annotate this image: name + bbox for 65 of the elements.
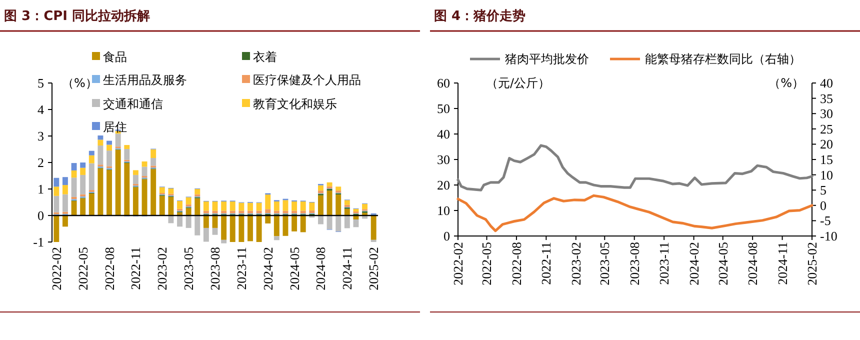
- x-tick-label: 2024-05: [286, 247, 302, 290]
- legend-label: 医疗保健及个人用品: [253, 73, 361, 87]
- y-tick-label: 30: [437, 152, 450, 167]
- x-tick-label: 2023-08: [208, 247, 222, 290]
- x-tick-label: 2023-08: [626, 242, 642, 286]
- y-tick-label: 60: [437, 76, 450, 90]
- x-tick-label: 2022-05: [479, 242, 494, 286]
- x-tick-label: 2023-05: [597, 242, 612, 286]
- x-tick-label: 2023-02: [154, 247, 170, 290]
- y-tick-label: 1: [38, 182, 44, 196]
- legend-label: 能繁母猪存栏数同比（右轴）: [645, 52, 801, 66]
- y2-tick-label: 35: [820, 90, 833, 106]
- y2-tick-label: 30: [820, 106, 833, 122]
- legend-label: 教育文化和娱乐: [253, 97, 337, 111]
- x-tick-label: 2022-05: [75, 247, 90, 290]
- x-tick-label: 2022-11: [128, 247, 144, 290]
- y-tick-label: 40: [437, 126, 450, 142]
- x-tick-label: 2024-08: [745, 242, 760, 286]
- chart-title: 图 3：CPI 同比拉动拆解: [4, 9, 150, 24]
- y2-axis-title: （%）: [768, 76, 804, 90]
- y-tick-label: 3: [38, 128, 44, 144]
- y-tick-label: 50: [437, 101, 450, 116]
- y-tick-label: 0: [38, 208, 44, 223]
- y2-tick-label: 10: [820, 167, 833, 182]
- x-tick-label: 2025-02: [804, 242, 820, 286]
- legend-label: 生活用品及服务: [103, 73, 187, 87]
- x-tick-label: 2024-08: [313, 247, 328, 290]
- y-tick-label: 5: [38, 76, 44, 90]
- y-tick-label: 4: [38, 102, 44, 117]
- y2-tick-label: 15: [820, 152, 833, 167]
- x-tick-label: 2022-11: [538, 242, 554, 285]
- x-tick-label: 2024-11: [774, 242, 790, 285]
- y-tick-label: 10: [437, 203, 450, 218]
- y2-tick-label: -5: [820, 213, 831, 228]
- x-tick-label: 2024-02: [260, 247, 276, 290]
- x-tick-label: 2022-08: [508, 242, 524, 286]
- y-axis-title: （元/公斤）: [486, 76, 550, 90]
- y2-tick-label: 25: [820, 121, 833, 136]
- legend-label: 衣着: [253, 50, 277, 64]
- x-tick-label: 2024-11: [340, 247, 355, 290]
- y-tick-label: 20: [437, 178, 450, 192]
- y2-tick-label: 20: [820, 136, 833, 152]
- x-tick-label: 2022-02: [450, 242, 466, 286]
- x-tick-label: 2022-08: [102, 247, 117, 290]
- y2-tick-label: -10: [820, 228, 838, 244]
- y2-tick-label: 5: [820, 182, 826, 198]
- x-tick-label: 2023-02: [568, 242, 584, 286]
- x-tick-label: 2023-11: [656, 242, 672, 285]
- x-tick-label: 2025-02: [366, 247, 382, 290]
- legend-label: 食品: [103, 50, 127, 64]
- legend-label: 猪肉平均批发价: [505, 52, 589, 66]
- legend-label: 居住: [103, 120, 127, 134]
- legend-label: 交通和通信: [103, 97, 163, 111]
- x-tick-label: 2024-05: [715, 242, 730, 286]
- y-tick-label: -1: [33, 234, 44, 250]
- x-tick-label: 2022-02: [48, 247, 64, 290]
- y2-tick-label: 0: [820, 198, 826, 213]
- y2-tick-label: 40: [820, 76, 833, 90]
- y-tick-label: 0: [444, 228, 450, 244]
- x-tick-label: 2023-05: [181, 247, 196, 290]
- chart-title: 图 4：猪价走势: [434, 8, 526, 24]
- y-tick-label: 2: [38, 155, 44, 170]
- x-tick-label: 2024-02: [686, 242, 702, 286]
- x-tick-label: 2023-11: [234, 247, 249, 290]
- y-axis-title: （%）: [62, 76, 98, 90]
